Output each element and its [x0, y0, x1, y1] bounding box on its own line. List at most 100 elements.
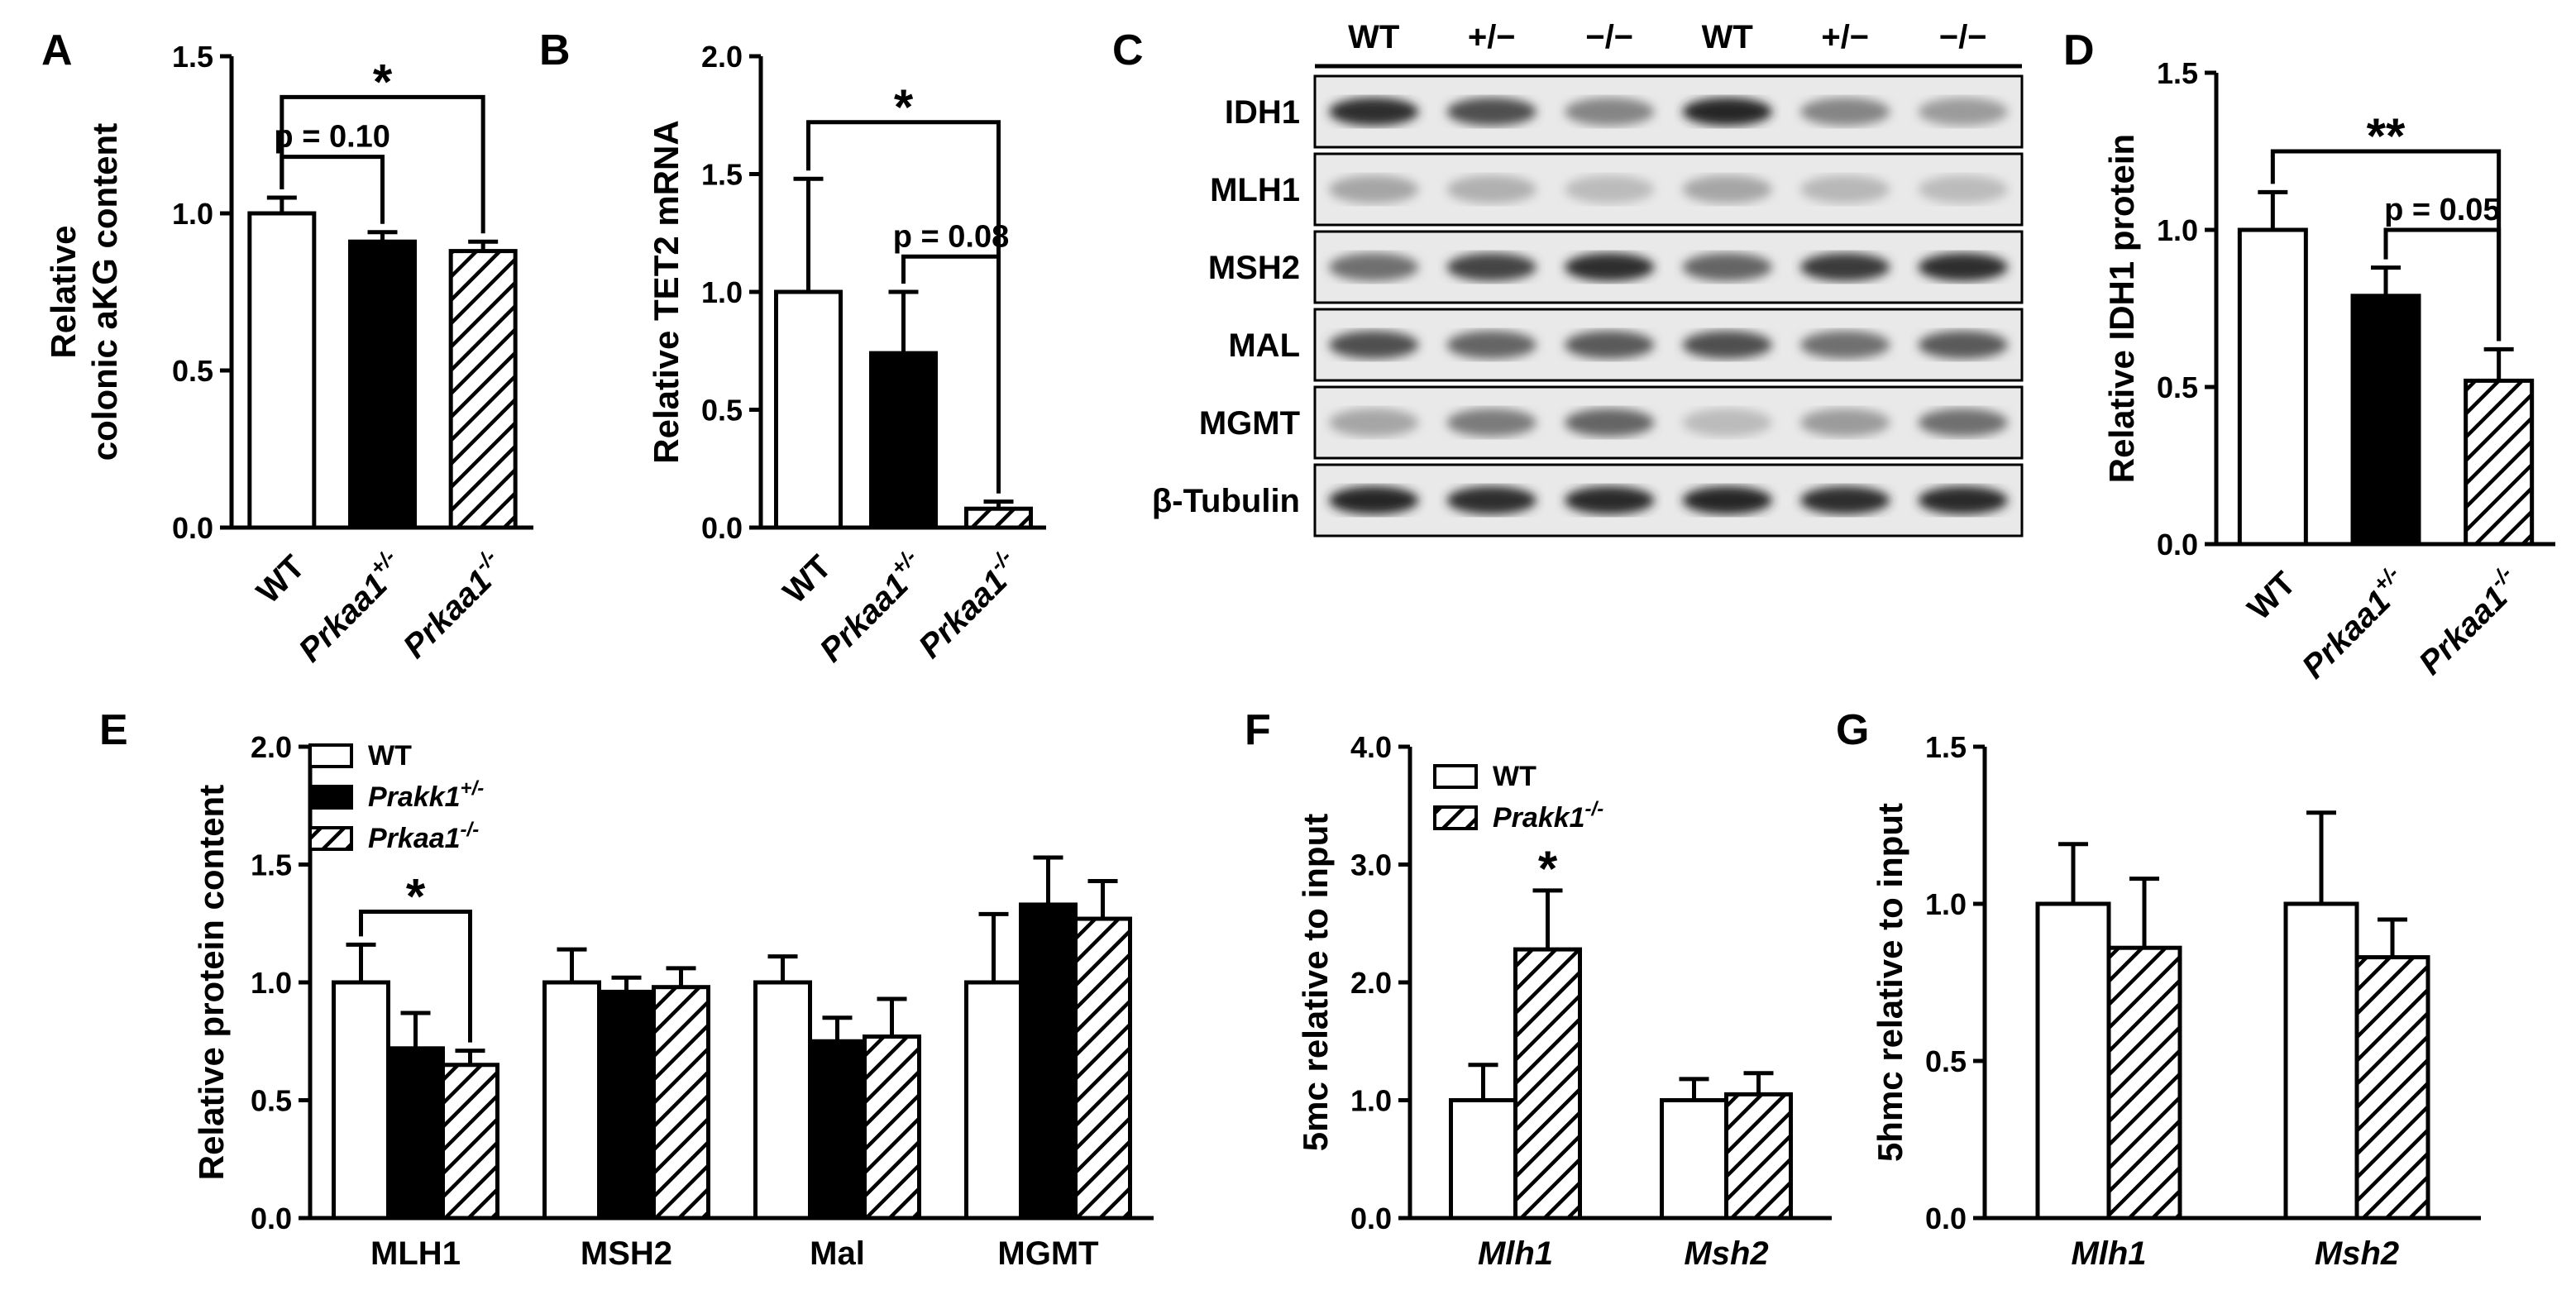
panel-e-bar [652, 985, 710, 1221]
blot-lane-label: +/− [1468, 19, 1516, 55]
panel-e-x-tick-label: MSH2 [581, 1235, 672, 1272]
panel-a-x-tick-label: Prkaa1-/- [392, 544, 513, 665]
panel-b-y-axis-label-line: Relative TET2 mRNA [647, 120, 686, 463]
panel-e-legend-label-sup: -/- [461, 819, 480, 841]
blot-strip [1313, 385, 2024, 460]
panel-b-significance-label: * [894, 79, 914, 135]
panel-d-y-tick-label: 0.5 [2157, 370, 2198, 404]
panel-g-chart: 0.0 0.5 1.0 1.5 5hmc relative to input Mlh1 Ms… [1871, 730, 2481, 1272]
panel-d-y-tick-label: 0.0 [2157, 528, 2198, 561]
blot-band [1565, 98, 1655, 126]
panel-f-y-axis-label-line: 5mc relative to input [1296, 814, 1335, 1151]
blot-strip [1313, 230, 2024, 304]
panel-a-y-tick-label: 1.0 [172, 197, 213, 231]
panel-d-x-tick-label-base: WT [2241, 565, 2303, 627]
panel-e-y-tick-label: 0.0 [251, 1202, 292, 1235]
panel-e-bar [1019, 902, 1078, 1221]
panel-d-chart: 0.0 0.5 1.0 1.5 Relative IDH1 protein WTPrkaa… [2102, 56, 2555, 686]
blot-band [1329, 175, 1419, 203]
panel-d-y-tick-label: 1.5 [2157, 56, 2198, 90]
panel-g-bar [2035, 901, 2111, 1221]
blot-band [1682, 175, 1772, 203]
panel-a-x-tick-label: WT [250, 548, 312, 610]
panel-e-y-axis-label-line: Relative protein content [192, 785, 231, 1180]
blot-band [1446, 331, 1537, 359]
panel-a-significance-bracket [280, 94, 485, 234]
panel-e-legend-label: Prakk1+/- [368, 777, 484, 813]
panel-a-y-axis-label: Relativecolonic aKG content [44, 123, 124, 461]
panel-d-x-tick-label: Prkaa1+/- [2292, 561, 2416, 686]
blot-band [1682, 253, 1772, 281]
blot-lane-label: +/− [1821, 19, 1869, 55]
panel-f-y-tick-label: 0.0 [1350, 1202, 1392, 1235]
panel-letter-c: C [1112, 26, 1144, 74]
panel-f-bar [1449, 1098, 1517, 1221]
panel-f-legend-swatch [1433, 764, 1478, 789]
panel-a-bar [247, 211, 317, 530]
blot-lane-label: −/− [1939, 19, 1987, 55]
panel-g-y-tick-label: 1.5 [1925, 730, 1967, 764]
panel-b-x-tick-label: WT [777, 548, 839, 610]
panel-c-western-blot: WT +/− −/− WT +/− −/− IDH1 MLH1 MSH2 MAL MGMT β-Tub… [1152, 19, 2024, 538]
panel-g-y-tick-label: 0.5 [1925, 1044, 1967, 1078]
panel-e-y-tick-label: 0.5 [251, 1084, 292, 1118]
blot-band [1918, 175, 2008, 203]
panel-e-bar [753, 980, 812, 1221]
blot-band [1329, 331, 1419, 359]
panel-letter-d: D [2063, 26, 2095, 74]
panel-e-legend-label-sup: +/- [461, 777, 485, 800]
panel-b-significance-label: p = 0.08 [893, 219, 1009, 254]
panel-a-y-axis-label-line: Relative [44, 225, 83, 358]
panel-f-y-axis-label: 5mc relative to input [1296, 814, 1335, 1151]
panel-a-bar [448, 249, 518, 530]
panel-d-y-axis-label-line: Relative IDH1 protein [2102, 134, 2141, 483]
panel-g-y-axis-label-line: 5hmc relative to input [1871, 803, 1909, 1162]
panel-b-significance-bracket [806, 120, 1001, 494]
blot-band [1800, 253, 1890, 281]
panel-d-bar [2237, 227, 2308, 547]
blot-strip [1313, 463, 2024, 538]
blot-row-label: MLH1 [1210, 172, 1300, 208]
blot-band [1565, 408, 1655, 437]
blot-lane-label: WT [1348, 19, 1399, 55]
panel-d-y-axis-label: Relative IDH1 protein [2102, 134, 2141, 483]
blot-band [1329, 253, 1419, 281]
blot-lane-label: −/− [1585, 19, 1633, 55]
blot-band [1918, 486, 2008, 514]
panel-f-bar [1513, 947, 1582, 1221]
blot-band [1329, 98, 1419, 126]
panel-b-x-tick-label: Prkaa1+/- [809, 544, 934, 669]
panel-e-bar [332, 980, 390, 1221]
panel-d-significance-label: ** [2367, 108, 2406, 164]
panel-f-y-tick-label: 4.0 [1350, 730, 1392, 764]
blot-band [1800, 408, 1890, 437]
blot-band [1918, 253, 2008, 281]
blot-band [1800, 331, 1890, 359]
panel-f-x-tick-label: Msh2 [1684, 1235, 1768, 1272]
panel-a-significance-label: p = 0.10 [274, 120, 390, 155]
panel-e-legend-swatch [308, 826, 353, 851]
blot-row-label: IDH1 [1225, 94, 1300, 131]
blot-row-label: β-Tubulin [1152, 483, 1300, 519]
blot-band [1682, 331, 1772, 359]
panel-d-x-tick-label: WT [2241, 565, 2303, 627]
panel-f-chart: 0.0 1.0 2.0 3.0 4.0 5mc relative to input Mlh1… [1296, 730, 1832, 1272]
blot-band [1682, 98, 1772, 126]
panel-a-y-tick-label: 1.5 [172, 40, 213, 74]
panel-e-legend-swatch [308, 743, 353, 768]
blot-band [1682, 486, 1772, 514]
blot-strip [1313, 152, 2024, 227]
panel-b-y-tick-label: 0.5 [701, 394, 743, 428]
panel-e-bar [441, 1063, 499, 1221]
panel-e-legend-swatch [308, 785, 353, 810]
panel-f-legend-label-base: Prakk1 [1493, 802, 1585, 834]
panel-g-x-tick-label: Mlh1 [2071, 1235, 2146, 1272]
panel-b-y-axis-label: Relative TET2 mRNA [647, 120, 686, 463]
panel-d-x-tick-label-base: Prkaa1 [2295, 583, 2397, 686]
blot-band [1918, 408, 2008, 437]
panel-d-y-tick-label: 1.0 [2157, 213, 2198, 247]
panel-f-y-tick-label: 1.0 [1350, 1084, 1392, 1118]
panel-b-x-tick-label: Prkaa1-/- [908, 544, 1029, 665]
blot-band [1918, 98, 2008, 126]
